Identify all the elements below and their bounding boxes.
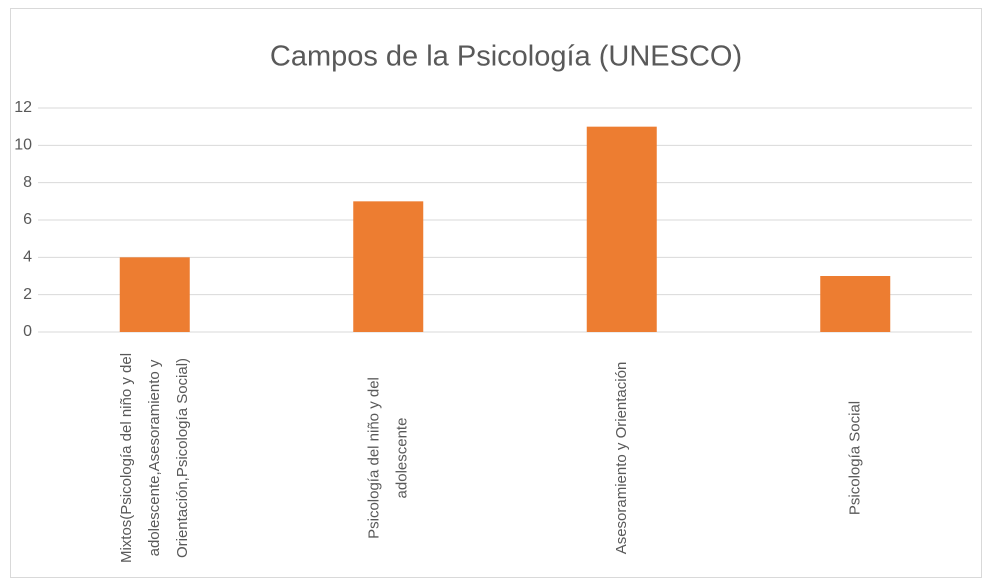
x-tick-label: Mixtos(Psicología del niño y del adolesce… (118, 353, 191, 563)
bar (119, 257, 190, 332)
bar (586, 126, 657, 333)
bar (820, 276, 891, 332)
x-tick-label: Psicología del niño y del adolescente (365, 377, 410, 539)
y-tick-label: 0 (23, 323, 32, 340)
x-tick-group: Psicología del niño y del adolescente (365, 377, 410, 539)
x-tick-group: Psicología Social (846, 401, 863, 515)
y-tick-label: 4 (23, 249, 32, 266)
x-tick-group: Mixtos(Psicología del niño y del adolesce… (118, 353, 191, 563)
x-tick-label: Asesoramiento y Orientación (613, 362, 630, 555)
y-tick-label: 8 (23, 174, 32, 191)
y-tick-label: 12 (14, 99, 32, 116)
x-tick-label: Psicología Social (846, 401, 863, 515)
x-tick-group: Asesoramiento y Orientación (613, 362, 630, 555)
chart-title: Campos de la Psicología (UNESCO) (270, 41, 742, 73)
y-tick-label: 10 (14, 137, 32, 154)
bar (353, 201, 424, 332)
y-tick-label: 6 (23, 211, 32, 228)
y-tick-label: 2 (23, 286, 32, 303)
